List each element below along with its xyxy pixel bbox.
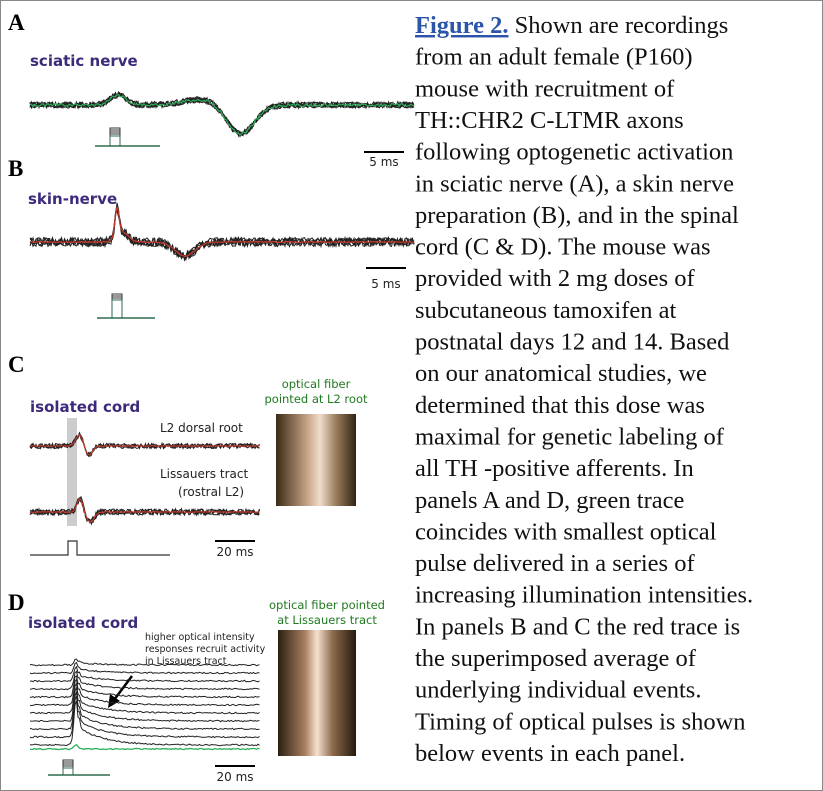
caption-text: Timing of optical pulses is shown [415, 708, 746, 735]
caption-text: all TH -positive afferents. In [415, 455, 694, 482]
caption-line: mouse with recruitment of [415, 75, 675, 102]
panel-label: C [8, 352, 25, 377]
caption-text: panels A and D, green trace [415, 487, 685, 514]
caption-line: the superimposed average of [415, 645, 697, 672]
caption-text: below events in each panel. [415, 740, 685, 767]
caption-line: TH::CHR2 C-LTMR axons [415, 107, 684, 134]
caption-line: cord (C & D). The mouse was [415, 234, 711, 261]
trace [30, 209, 414, 261]
caption-text: TH::CHR2 C-LTMR axons [415, 107, 684, 134]
stimulus [63, 768, 73, 775]
caption-text: provided with 2 mg doses of [415, 265, 696, 292]
caption-text: from an adult female (P160) [415, 44, 693, 71]
caption-line: panels A and D, green trace [415, 487, 685, 514]
caption-text: coincides with smallest optical [415, 518, 717, 545]
photo-caption: optical fiber pointed [269, 598, 385, 612]
caption-text: subcutaneous tamoxifen at [415, 297, 676, 324]
panel-title: skin-nerve [28, 190, 117, 208]
caption-text: on our anatomical studies, we [415, 360, 707, 387]
photo-caption: optical fiber [282, 377, 351, 391]
trace [30, 667, 260, 682]
caption-line: subcutaneous tamoxifen at [415, 297, 676, 324]
photo [278, 630, 356, 756]
caption-line: Timing of optical pulses is shown [415, 708, 746, 735]
photo-caption: pointed at L2 root [264, 392, 367, 406]
caption-line: all TH -positive afferents. In [415, 455, 694, 482]
caption-line: following optogenetic activation [415, 139, 733, 166]
caption-text: increasing illumination intensities. [415, 582, 753, 609]
trace [30, 499, 260, 521]
trace [30, 203, 414, 259]
figure-label: Figure 2. [415, 12, 508, 39]
annotation: higher optical intensity [145, 632, 255, 643]
caption-line: from an adult female (P160) [415, 44, 693, 71]
caption-line: underlying individual events. [415, 677, 701, 704]
trace [30, 701, 260, 746]
caption-text: pulse delivered in a series of [415, 550, 695, 577]
stimulus [110, 136, 120, 146]
stimulus [63, 766, 73, 775]
caption-text: determined that this dose was [415, 392, 705, 419]
caption-line: pulse delivered in a series of [415, 550, 695, 577]
trace-label: (rostral L2) [178, 485, 244, 499]
stimulus [112, 298, 122, 318]
caption-text: the superimposed average of [415, 645, 697, 672]
caption-text: in sciatic nerve (A), a skin nerve [415, 170, 734, 197]
caption-line: Figure 2. Shown are recordings [415, 12, 728, 39]
trace [30, 679, 260, 705]
trace [30, 696, 260, 738]
scale-bar-label: 5 ms [369, 155, 398, 169]
caption-text: following optogenetic activation [415, 139, 733, 166]
scale-bar-label: 20 ms [216, 770, 253, 784]
figure: A sciatic nerve 5 ms B skin-nerve 5 ms C… [0, 0, 823, 791]
caption-line: in sciatic nerve (A), a skin nerve [415, 170, 734, 197]
caption-text: maximal for genetic labeling of [415, 423, 725, 450]
trace [30, 207, 414, 257]
panel-label: B [8, 156, 23, 181]
panel-title: isolated cord [28, 614, 138, 632]
caption-text: Shown are recordings [508, 12, 728, 39]
caption: Figure 2. Shown are recordings from an ad… [415, 12, 753, 767]
caption-line: below events in each panel. [415, 740, 685, 767]
stimulus [110, 128, 120, 146]
caption-text: postnatal days 12 and 14. Based [415, 329, 729, 356]
annotation: responses recruit activity [145, 644, 266, 655]
caption-text: preparation (B), and in the spinal [415, 202, 739, 229]
caption-line: preparation (B), and in the spinal [415, 202, 739, 229]
panel-label: D [8, 590, 25, 615]
caption-line: provided with 2 mg doses of [415, 265, 696, 292]
trace-label: L2 dorsal root [160, 421, 243, 435]
stimulus [112, 296, 122, 318]
trace [30, 211, 414, 260]
panel-title: isolated cord [30, 398, 140, 416]
trace-label: Lissauers tract [160, 467, 248, 481]
caption-line: determined that this dose was [415, 392, 705, 419]
scale-bar-label: 20 ms [216, 545, 253, 559]
panel-title: sciatic nerve [30, 52, 138, 70]
trace [30, 205, 414, 259]
stimulus [112, 300, 122, 318]
caption-text: In panels B and C the red trace is [415, 613, 740, 640]
stimulus [30, 541, 170, 555]
scale-bar-label: 5 ms [371, 277, 400, 291]
caption-line: on our anatomical studies, we [415, 360, 707, 387]
trace [30, 676, 260, 698]
caption-text: mouse with recruitment of [415, 75, 675, 102]
caption-line: postnatal days 12 and 14. Based [415, 329, 729, 356]
trace [30, 208, 414, 259]
photo-caption: at Lissauers tract [277, 613, 377, 627]
trace [30, 95, 414, 135]
panel-label: A [8, 10, 25, 35]
caption-line: coincides with smallest optical [415, 518, 717, 545]
caption-line: In panels B and C the red trace is [415, 613, 740, 640]
photo [276, 414, 356, 506]
caption-line: increasing illumination intensities. [415, 582, 753, 609]
caption-text: underlying individual events. [415, 677, 701, 704]
caption-text: cord (C & D). The mouse was [415, 234, 711, 261]
caption-line: maximal for genetic labeling of [415, 423, 725, 450]
